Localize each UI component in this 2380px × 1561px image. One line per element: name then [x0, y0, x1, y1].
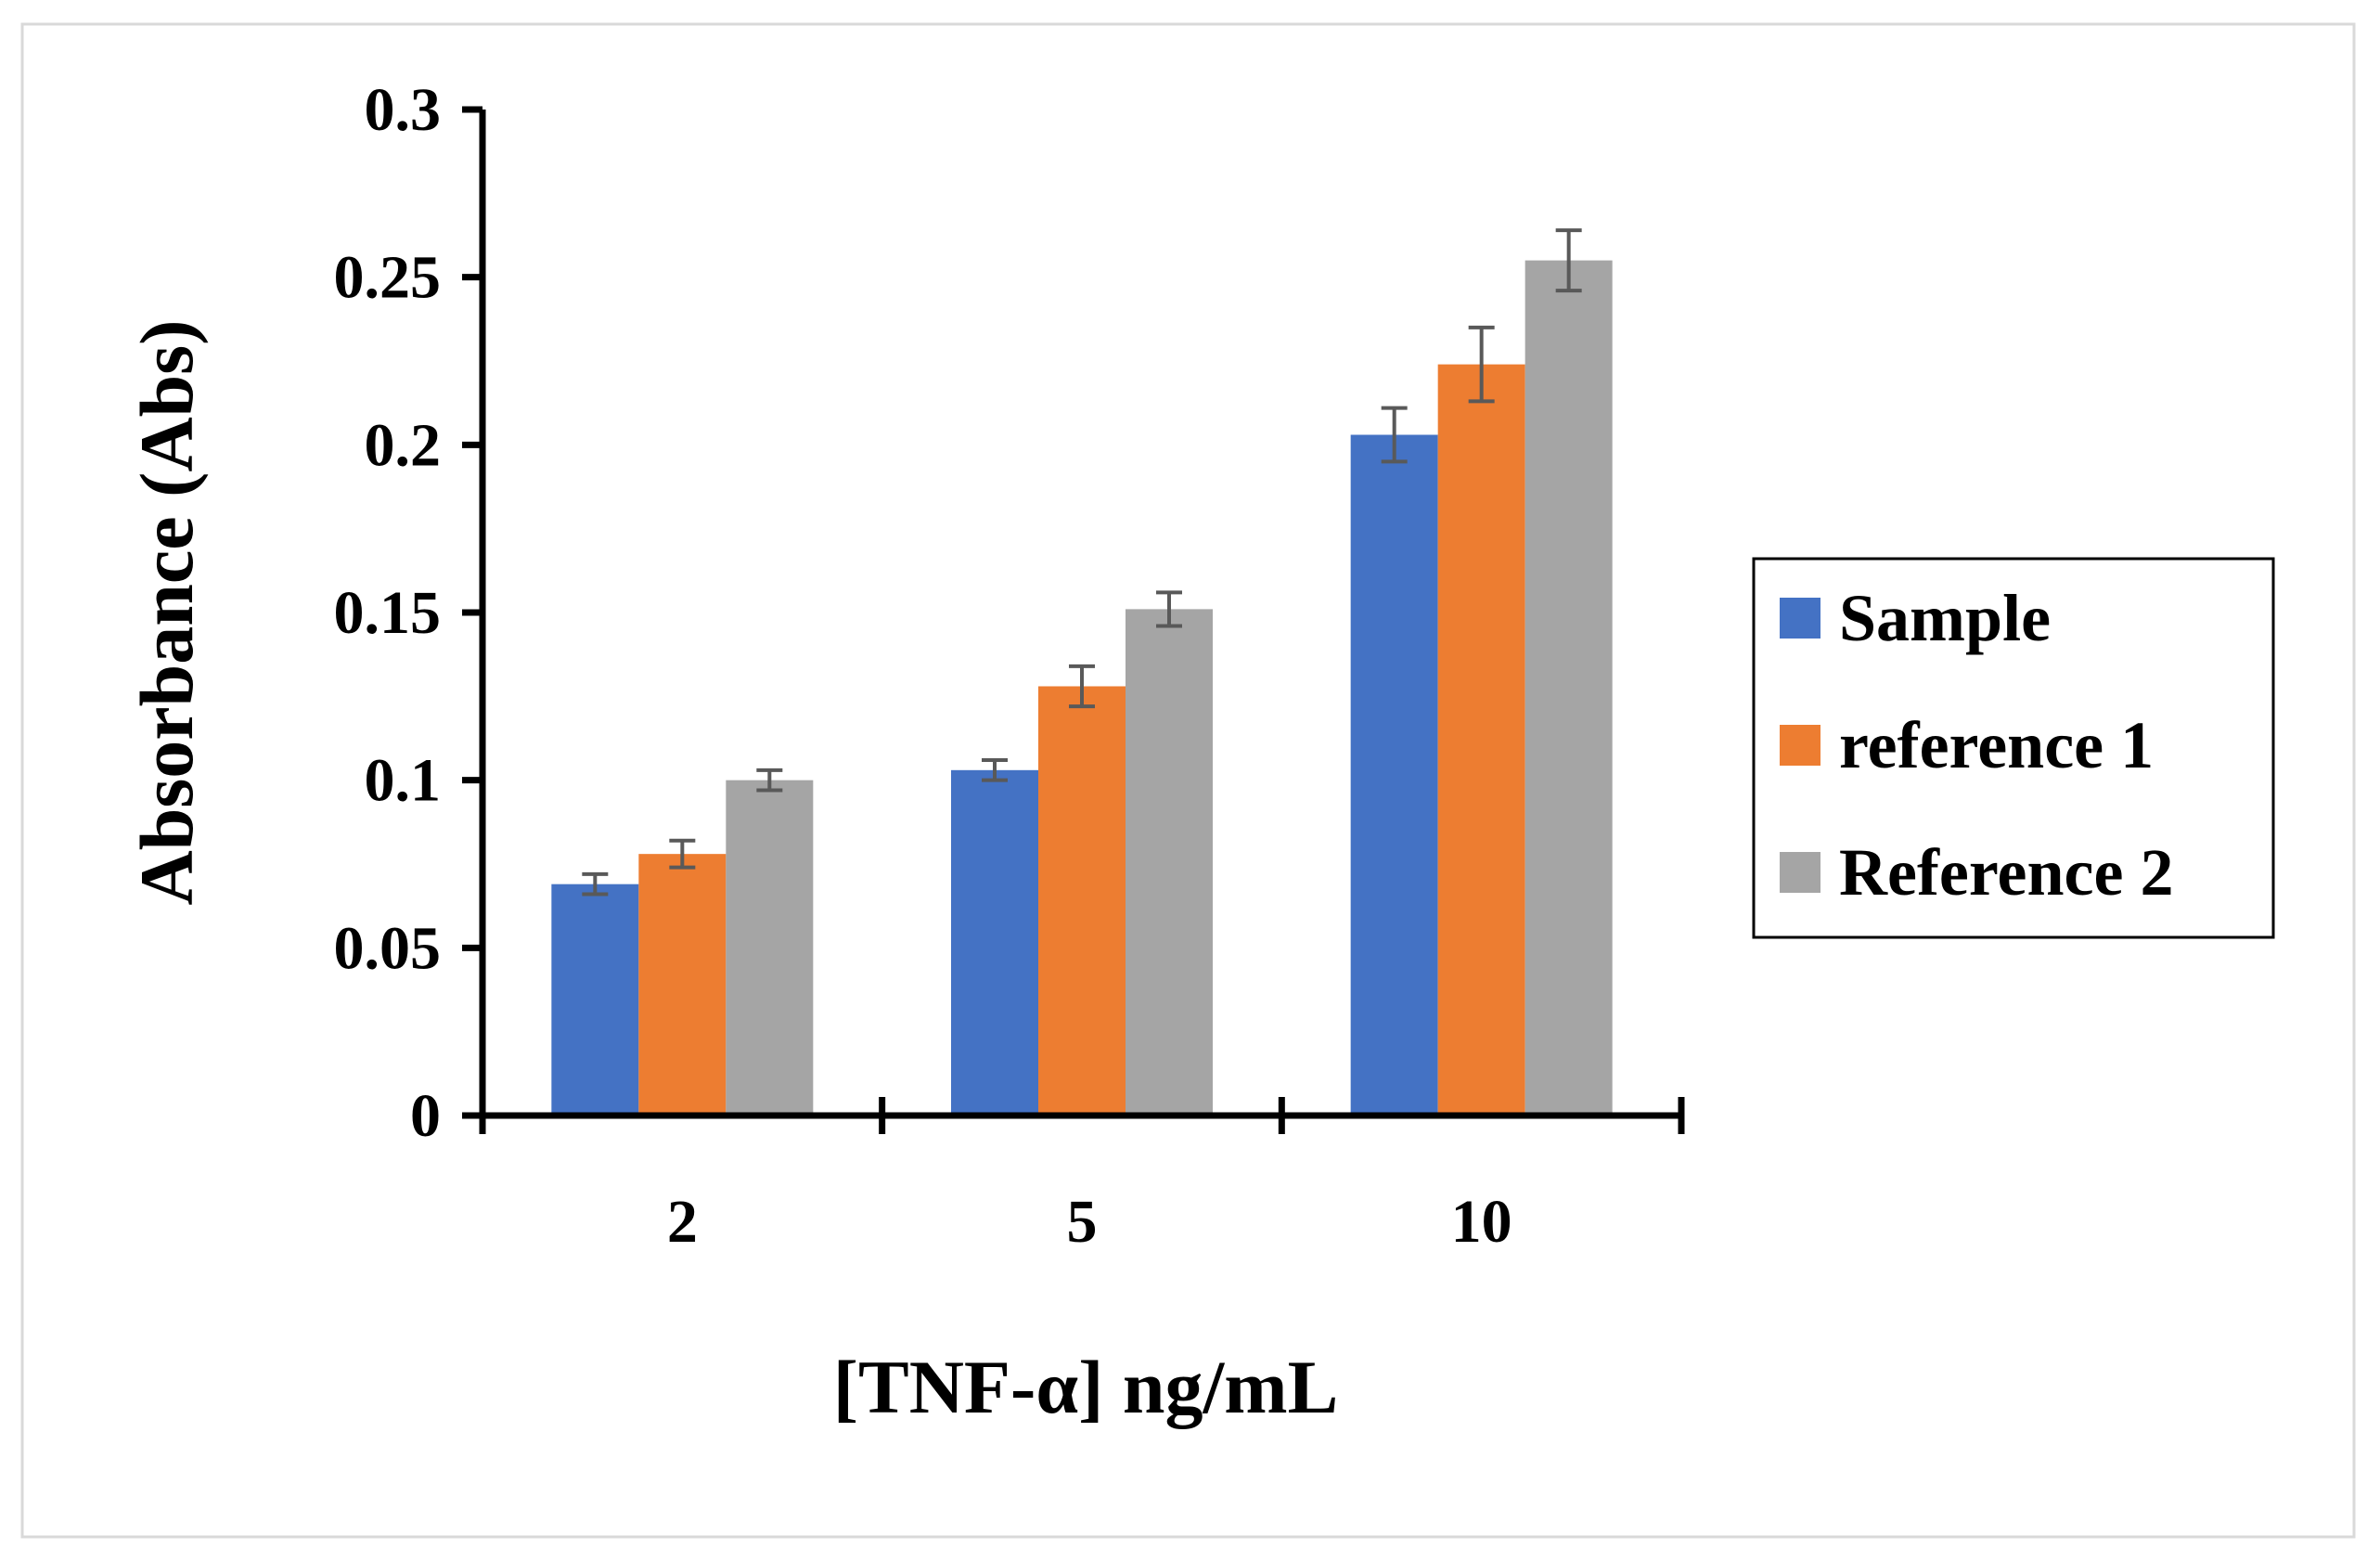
legend-label: Sample — [1839, 581, 2051, 655]
legend-swatch — [1780, 852, 1820, 893]
bar — [1524, 260, 1613, 1116]
y-tick-label: 0 — [410, 1082, 441, 1150]
x-tick-label: 5 — [1067, 1188, 1098, 1256]
y-tick-label: 0.1 — [365, 747, 442, 815]
legend-swatch — [1780, 598, 1820, 639]
bars-layer — [551, 260, 1613, 1116]
x-axis-title: [TNF-α] ng/mL — [833, 1345, 1339, 1429]
bar — [1437, 364, 1525, 1116]
tick-labels-layer: 0 0.05 0.1 0.15 0.2 0.25 0.3 2 5 10 — [334, 76, 1512, 1256]
y-tick-label: 0.05 — [334, 914, 442, 982]
bar — [951, 769, 1038, 1116]
x-tick-label: 2 — [667, 1188, 698, 1256]
bar — [726, 780, 814, 1116]
legend: Sample reference 1 Reference 2 — [1752, 557, 2275, 939]
y-tick-label: 0.15 — [334, 579, 442, 647]
legend-label: reference 1 — [1839, 708, 2154, 782]
bar — [1350, 434, 1438, 1116]
legend-label: Reference 2 — [1839, 835, 2173, 910]
x-tick-label: 10 — [1451, 1188, 1512, 1256]
bar — [638, 854, 727, 1116]
bar — [1038, 686, 1126, 1116]
axes-layer — [462, 106, 1685, 1134]
bar — [551, 884, 639, 1116]
legend-box — [1752, 557, 2275, 939]
error-bars-layer — [582, 228, 1582, 897]
y-tick-label: 0.2 — [365, 411, 442, 479]
y-tick-label: 0.25 — [334, 244, 442, 312]
legend-swatch — [1780, 725, 1820, 766]
bar — [1126, 609, 1213, 1116]
y-axis-title: Absorbance (Abs) — [124, 320, 209, 906]
y-tick-label: 0.3 — [365, 76, 442, 144]
